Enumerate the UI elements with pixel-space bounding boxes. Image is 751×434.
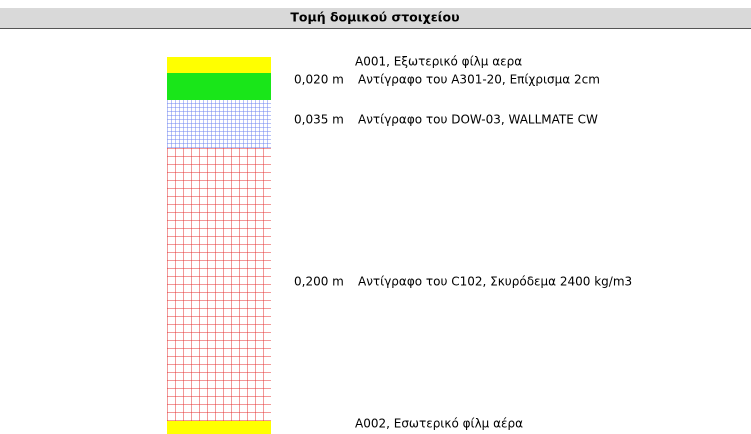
layer-thickness: 0,200 m	[294, 275, 344, 289]
layer-outer-film	[167, 57, 271, 73]
layer-plaster	[167, 73, 271, 100]
layer-thickness: 0,020 m	[294, 73, 344, 87]
layer-thickness: 0,035 m	[294, 113, 344, 127]
layer-name: Αντίγραφο του DOW-03, WALLMATE CW	[358, 113, 598, 127]
layer-name: Αντίγραφο του A301-20, Επίχρισμα 2cm	[358, 73, 600, 87]
layer-name: A002, Εσωτερικό φίλμ αέρα	[355, 417, 523, 431]
layer-concrete	[167, 148, 271, 421]
layer-name: A001, Εξωτερικό φίλμ αερα	[355, 55, 522, 69]
header-title: Τομή δομικού στοιχείου	[290, 10, 459, 25]
layer-insulation	[167, 100, 271, 148]
layer-inner-film	[167, 421, 271, 434]
header-bar	[0, 8, 751, 28]
layer-name: Αντίγραφο του C102, Σκυρόδεμα 2400 kg/m3	[358, 275, 632, 289]
